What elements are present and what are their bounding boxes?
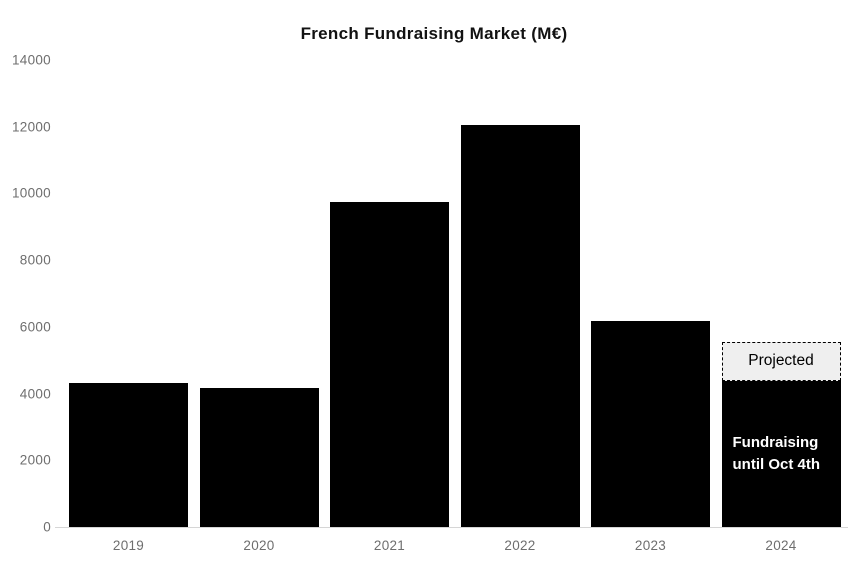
bar-2022 — [460, 125, 580, 527]
x-tick-label: 2021 — [373, 538, 406, 553]
bar-2023 — [591, 320, 710, 527]
projected-label: Projected — [748, 352, 814, 370]
bar-2024 — [721, 380, 841, 527]
bar-2020 — [199, 387, 319, 527]
bar-annotation: Fundraising until Oct 4th — [732, 433, 821, 473]
x-tick-label: 2020 — [243, 538, 275, 553]
x-tick-label: 2023 — [634, 538, 667, 553]
y-tick-label: 0 — [43, 519, 51, 535]
x-tick-label: 2024 — [765, 538, 797, 553]
y-tick-label: 12000 — [11, 119, 51, 135]
bar-2021 — [330, 202, 449, 527]
y-tick-label: 14000 — [11, 52, 51, 68]
chart-title: French Fundraising Market (M€) — [300, 24, 568, 43]
y-tick-label: 10000 — [11, 185, 51, 201]
y-tick-label: 6000 — [19, 319, 51, 335]
x-tick-label: 2022 — [504, 538, 536, 553]
x-axis-line — [55, 527, 848, 528]
y-tick-label: 2000 — [19, 452, 51, 468]
y-tick-label: 8000 — [19, 252, 51, 268]
y-tick-label: 4000 — [19, 386, 51, 402]
bar-2019 — [69, 382, 188, 527]
projected-segment: Projected — [721, 341, 841, 381]
x-tick-label: 2019 — [112, 538, 145, 553]
